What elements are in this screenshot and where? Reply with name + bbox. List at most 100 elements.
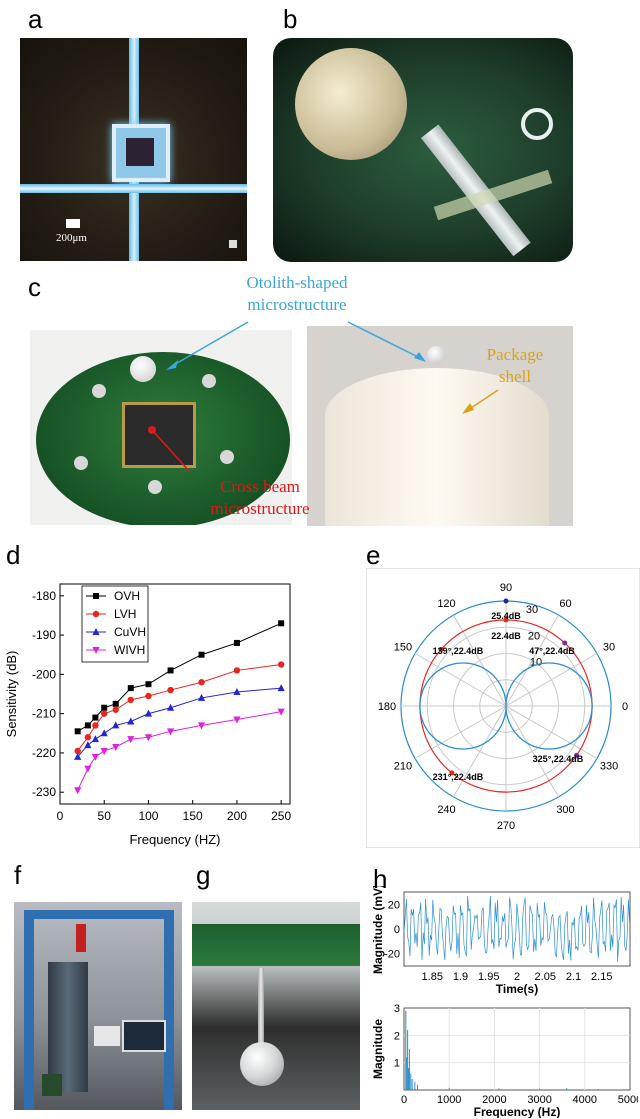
annotation-1: 22.4dB xyxy=(491,631,521,641)
series-line-OVH xyxy=(77,622,282,732)
panel-label-e: e xyxy=(366,540,381,570)
x-tick-label-1: 50 xyxy=(98,809,112,823)
angle-label-210: 210 xyxy=(394,761,412,773)
time-x-tick-2: 1.95 xyxy=(478,971,499,983)
time-y-tick-1: 0 xyxy=(394,924,400,936)
directivity-polar-chart: 906030033030027024021018015012030201025.… xyxy=(366,568,640,848)
angle-label-90: 90 xyxy=(500,582,512,594)
legend-marker-OVH xyxy=(93,593,99,599)
point-OVH-8 xyxy=(198,651,205,658)
time-x-tick-4: 2.05 xyxy=(535,971,556,983)
angle-label-120: 120 xyxy=(437,598,455,610)
spectrum-y-tick-2: 1 xyxy=(394,1058,400,1070)
point-CuVH-5 xyxy=(127,717,135,725)
series-line-LVH xyxy=(77,664,282,752)
hoist-hook xyxy=(76,924,86,952)
series-line-WIVH xyxy=(77,711,282,791)
frame-right-post xyxy=(164,910,174,1110)
time-x-tick-5: 2.1 xyxy=(566,971,581,983)
point-CuVH-0 xyxy=(74,752,82,760)
point-WIVH-8 xyxy=(197,722,206,730)
legend-marker-WIVH xyxy=(92,647,100,654)
legend-label-WIVH: WIVH xyxy=(114,643,145,657)
spectrum-x-label: Frequency (Hz) xyxy=(474,1105,561,1118)
point-WIVH-7 xyxy=(166,728,175,736)
time-signal xyxy=(403,895,630,962)
spectrum-y-tick-1: 2 xyxy=(394,1030,400,1042)
annotation-5: 325°,22.4dB xyxy=(533,754,584,764)
point-CuVH-4 xyxy=(112,721,120,729)
otolith-ball xyxy=(130,356,156,382)
marker-point-2 xyxy=(438,647,444,653)
angle-label-150: 150 xyxy=(394,642,412,654)
beam-horizontal xyxy=(20,184,247,193)
point-CuVH-1 xyxy=(84,741,92,749)
marker-point-5 xyxy=(574,752,580,758)
panel-label-d: d xyxy=(6,540,21,570)
point-WIVH-4 xyxy=(112,744,120,752)
point-WIVH-1 xyxy=(84,765,92,773)
point-LVH-1 xyxy=(84,734,92,741)
point-LVH-4 xyxy=(112,706,119,713)
point-OVH-9 xyxy=(233,639,240,646)
standing-wave-tube xyxy=(48,962,88,1092)
panel-g-photo xyxy=(192,902,360,1110)
otolith-arrowhead-left xyxy=(166,360,178,370)
radius-label-20: 20 xyxy=(528,630,540,642)
chip-mass xyxy=(126,138,154,166)
spoke-300 xyxy=(505,705,559,798)
otolith-arrowhead-right xyxy=(414,352,426,362)
point-WIVH-2 xyxy=(91,753,99,761)
pcb-pad-5 xyxy=(148,480,162,494)
legend-label-OVH: OVH xyxy=(114,589,140,603)
x-axis-label: Frequency (HZ) xyxy=(129,832,220,847)
otolith-label: Otolith-shaped microstructure xyxy=(246,273,348,314)
spectrum-x-tick-2: 2000 xyxy=(482,1094,506,1106)
x-tick-label-5: 250 xyxy=(271,809,291,823)
point-WIVH-0 xyxy=(74,787,82,795)
pcb-pad-1 xyxy=(92,384,106,398)
angle-label-30: 30 xyxy=(603,642,615,654)
annotation-2: 139°,22.4dB xyxy=(433,646,484,656)
point-WIVH-6 xyxy=(144,734,153,742)
point-LVH-6 xyxy=(145,692,152,700)
angle-label-60: 60 xyxy=(559,598,571,610)
spectrum-x-tick-5: 5000 xyxy=(618,1094,638,1106)
angle-label-300: 300 xyxy=(556,804,574,816)
annotation-4: 231°,22.4dB xyxy=(433,772,484,782)
otolith-drop xyxy=(240,1042,284,1086)
spectrum-x-tick-3: 3000 xyxy=(527,1094,551,1106)
point-CuVH-9 xyxy=(233,688,241,696)
y-axis-label: Sensitivity (dB) xyxy=(4,651,19,738)
time-x-tick-6: 2.15 xyxy=(591,971,612,983)
point-CuVH-7 xyxy=(166,703,175,711)
point-OVH-0 xyxy=(74,728,81,735)
chip-package xyxy=(122,402,196,468)
point-LVH-9 xyxy=(233,667,241,674)
point-LVH-2 xyxy=(92,722,99,729)
point-OVH-1 xyxy=(84,722,91,729)
x-tick-label-2: 100 xyxy=(138,809,158,823)
panel-label-g: g xyxy=(196,860,211,890)
spoke-30 xyxy=(505,653,598,707)
otolith-sphere xyxy=(295,48,407,160)
spoke-240 xyxy=(453,705,507,798)
radius-label-30: 30 xyxy=(526,604,538,616)
point-OVH-3 xyxy=(101,704,108,711)
spectrum-y-tick-0: 3 xyxy=(394,1003,400,1015)
scale-bar-label: 200μm xyxy=(56,232,87,244)
panel-a-micrograph: 200μm xyxy=(20,38,247,261)
spoke-330 xyxy=(505,705,598,759)
legend-marker-LVH xyxy=(92,610,100,618)
x-tick-label-4: 200 xyxy=(227,809,247,823)
point-WIVH-5 xyxy=(127,736,135,744)
point-LVH-7 xyxy=(167,686,174,694)
series-line-CuVH xyxy=(77,687,282,758)
point-WIVH-9 xyxy=(233,716,241,724)
point-OVH-7 xyxy=(167,667,174,674)
time-x-tick-3: 2 xyxy=(514,971,520,983)
panel-label-c: c xyxy=(28,272,41,302)
floor-bucket xyxy=(42,1074,62,1096)
legend-label-LVH: LVH xyxy=(114,607,136,621)
cross-beam-arrow xyxy=(151,429,191,473)
